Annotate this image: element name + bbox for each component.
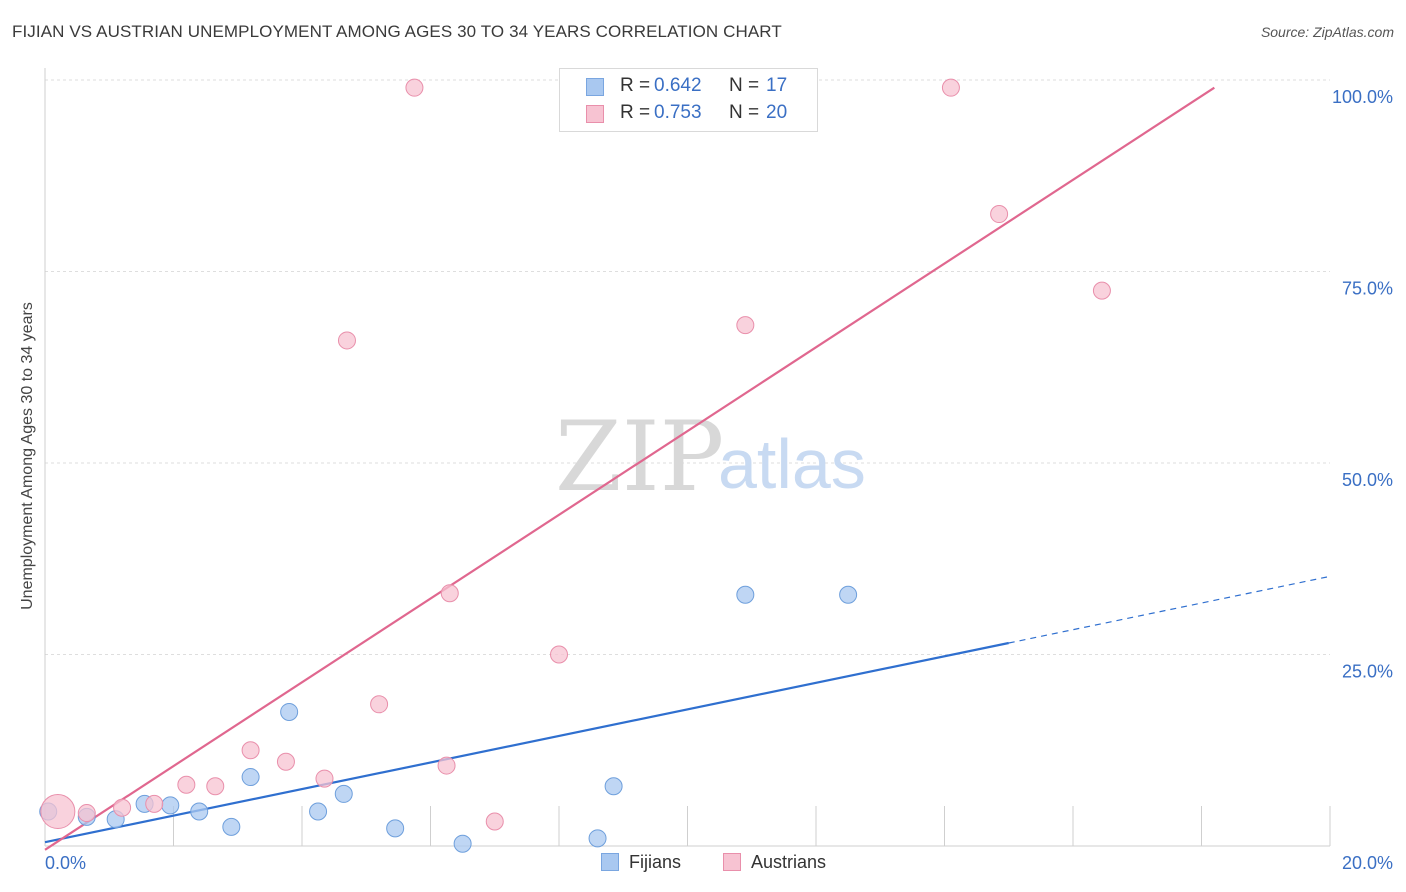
legend-n-label: N = [729,75,760,96]
trend-extension-fijians [1008,575,1331,644]
data-points [39,78,1111,853]
point-austrians [177,775,196,794]
y-tick-label: 100.0% [1332,87,1393,107]
austrians-label: Austrians [751,852,827,872]
legend-swatch-austrians [586,105,604,123]
axes [44,68,1331,847]
x-tick-label: 20.0% [1342,853,1393,873]
point-fijians [241,768,260,787]
point-austrians [440,584,459,603]
point-austrians [40,794,76,830]
point-fijians [309,802,328,821]
legend-n-value: 20 [766,102,788,123]
point-fijians [604,777,623,796]
point-fijians [222,817,241,836]
legend-n-value: 17 [766,75,788,96]
point-fijians [386,819,405,838]
point-austrians [241,741,260,760]
fijians-swatch [601,853,619,871]
legend-r-label: R = [620,75,651,96]
legend-swatch-fijians [586,78,604,96]
legend-r-label: R = [620,102,651,123]
point-austrians [550,645,568,664]
trend-line-fijians [44,641,1009,844]
point-fijians [334,784,353,803]
point-austrians [145,794,164,813]
point-austrians [337,331,356,350]
watermark: ZIP atlas [555,401,866,513]
y-tick-label: 75.0% [1342,279,1393,299]
point-austrians [437,756,456,775]
x-tick-label: 0.0% [45,853,86,873]
point-austrians [77,804,96,823]
point-austrians [113,798,132,817]
point-fijians [190,802,209,821]
watermark-zip: ZIP [555,401,724,513]
point-austrians [315,769,334,788]
point-fijians [839,585,858,604]
point-fijians [588,829,607,848]
legend-n-label: N = [729,102,760,123]
trend-line-austrians [44,86,1215,851]
point-austrians [941,78,960,97]
series-legend-fijians: Fijians [601,852,681,873]
gridlines [45,79,1330,655]
y-tick-label: 50.0% [1342,470,1393,490]
y-tick-label: 25.0% [1342,662,1393,682]
legend-r-value: 0.642 [654,75,702,96]
chart-title: FIJIAN VS AUSTRIAN UNEMPLOYMENT AMONG AG… [12,22,782,41]
point-austrians [485,812,504,831]
point-fijians [280,702,299,721]
point-austrians [1092,281,1111,300]
legend-r-value: 0.753 [654,102,702,123]
watermark-atlas: atlas [718,425,866,503]
point-fijians [161,796,180,815]
point-austrians [206,777,225,796]
fijians-label: Fijians [629,852,682,872]
point-austrians [990,205,1009,224]
tick-labels: 100.0% 75.0% 50.0% 25.0% 0.0% 20.0% [45,87,1393,873]
austrians-swatch [723,853,741,871]
point-fijians [453,834,472,853]
source-label: Source: ZipAtlas.com [1260,24,1394,40]
point-austrians [276,752,295,771]
point-fijians [736,585,755,604]
point-austrians [736,316,755,335]
series-legend-austrians: Austrians [723,852,826,873]
point-austrians [370,695,389,714]
correlation-legend: R = 0.642 N = 17 R = 0.753 N = 20 [559,68,818,132]
point-austrians [405,78,424,97]
